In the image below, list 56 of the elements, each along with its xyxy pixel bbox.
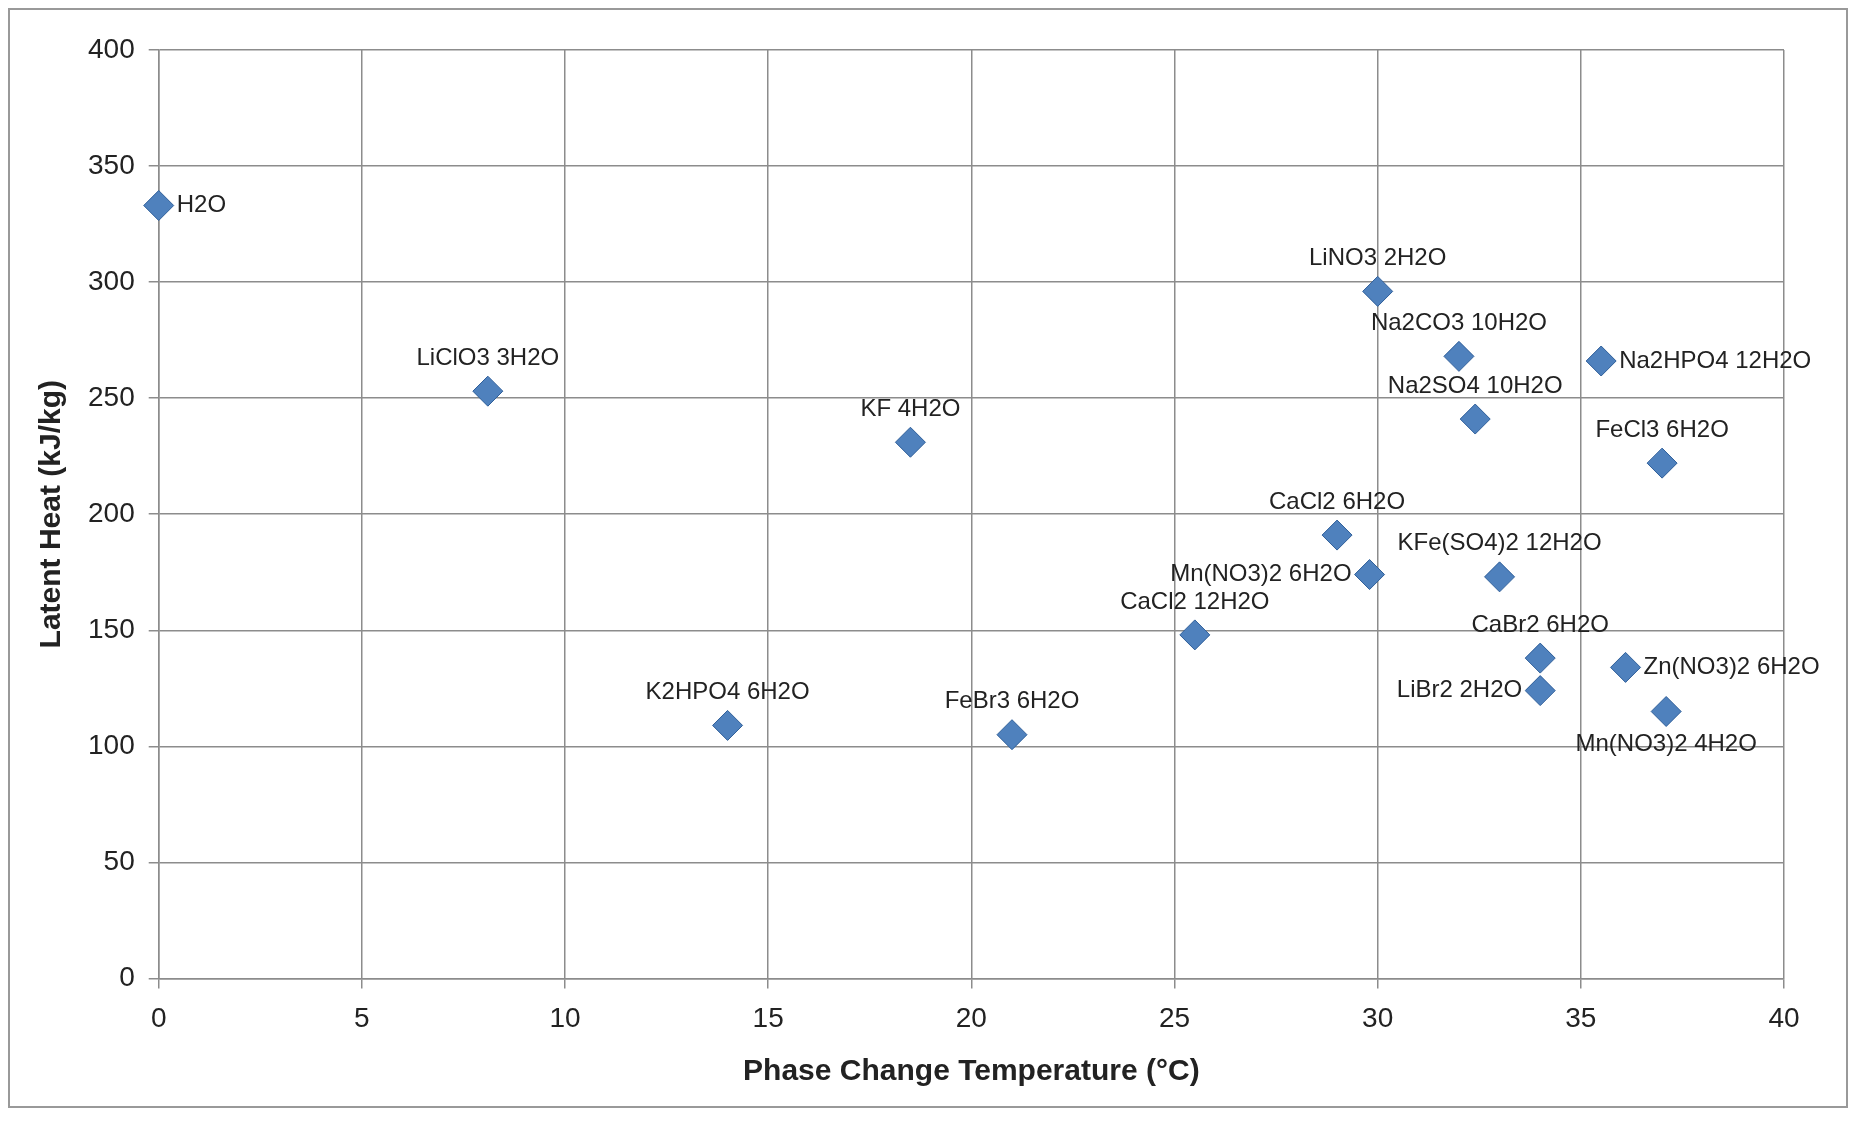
point: [1646, 447, 1678, 479]
x-tick-label: 20: [955, 1001, 987, 1033]
data-label: LiBr2 2H2O: [1396, 675, 1523, 703]
point: [894, 426, 926, 458]
data-label: CaCl2 6H2O: [1269, 486, 1406, 514]
x-tick-label: 40: [1768, 1001, 1800, 1033]
data-label: Na2SO4 10H2O: [1387, 370, 1563, 398]
point: [1354, 559, 1386, 591]
point: [712, 709, 744, 741]
point: [1362, 275, 1394, 307]
data-label: FeBr3 6H2O: [944, 686, 1080, 714]
y-tick-label: 300: [88, 264, 135, 296]
point: [1179, 619, 1211, 651]
data-label: Mn(NO3)2 4H2O: [1575, 729, 1757, 757]
data-label: FeCl3 6H2O: [1595, 414, 1729, 442]
x-tick-label: 30: [1362, 1001, 1394, 1033]
point: [1524, 642, 1556, 674]
point: [1484, 561, 1516, 593]
point: [143, 190, 175, 222]
data-label: Mn(NO3)2 6H2O: [1170, 559, 1352, 587]
point: [1610, 651, 1642, 683]
point: [1650, 695, 1682, 727]
x-axis-title: Phase Change Temperature (°C): [743, 1053, 1200, 1087]
point: [1585, 345, 1617, 377]
y-tick-label: 350: [88, 148, 135, 180]
x-tick-label: 0: [150, 1001, 167, 1033]
data-label: H2O: [176, 190, 227, 218]
x-tick-label: 10: [549, 1001, 581, 1033]
data-label: K2HPO4 6H2O: [645, 677, 810, 705]
data-label: Na2HPO4 12H2O: [1619, 345, 1812, 373]
data-label: CaBr2 6H2O: [1471, 609, 1609, 637]
data-label: KF 4H2O: [860, 393, 961, 421]
x-tick-label: 15: [752, 1001, 784, 1033]
y-tick-label: 100: [88, 729, 135, 761]
data-label: KFe(SO4)2 12H2O: [1397, 528, 1602, 556]
y-tick-label: 50: [103, 845, 135, 877]
y-tick-label: 250: [88, 380, 135, 412]
x-tick-label: 35: [1565, 1001, 1597, 1033]
y-tick-label: 0: [119, 961, 135, 993]
data-label: Zn(NO3)2 6H2O: [1643, 652, 1820, 680]
point: [996, 719, 1028, 751]
y-tick-label: 150: [88, 612, 135, 644]
point: [472, 375, 504, 407]
y-tick-label: 400: [88, 32, 135, 64]
x-tick-label: 25: [1158, 1001, 1191, 1033]
y-tick-label: 200: [88, 496, 135, 528]
data-label: LiNO3 2H2O: [1308, 243, 1447, 271]
point: [1459, 403, 1491, 435]
point: [1321, 519, 1353, 551]
data-label: LiClO3 3H2O: [416, 342, 560, 370]
y-axis-title: Latent Heat (kJ/kg): [33, 380, 67, 649]
data-label: Na2CO3 10H2O: [1370, 308, 1547, 335]
data-label: CaCl2 12H2O: [1120, 586, 1270, 614]
point: [1443, 340, 1475, 372]
point: [1524, 675, 1556, 707]
x-tick-label: 5: [354, 1001, 370, 1033]
